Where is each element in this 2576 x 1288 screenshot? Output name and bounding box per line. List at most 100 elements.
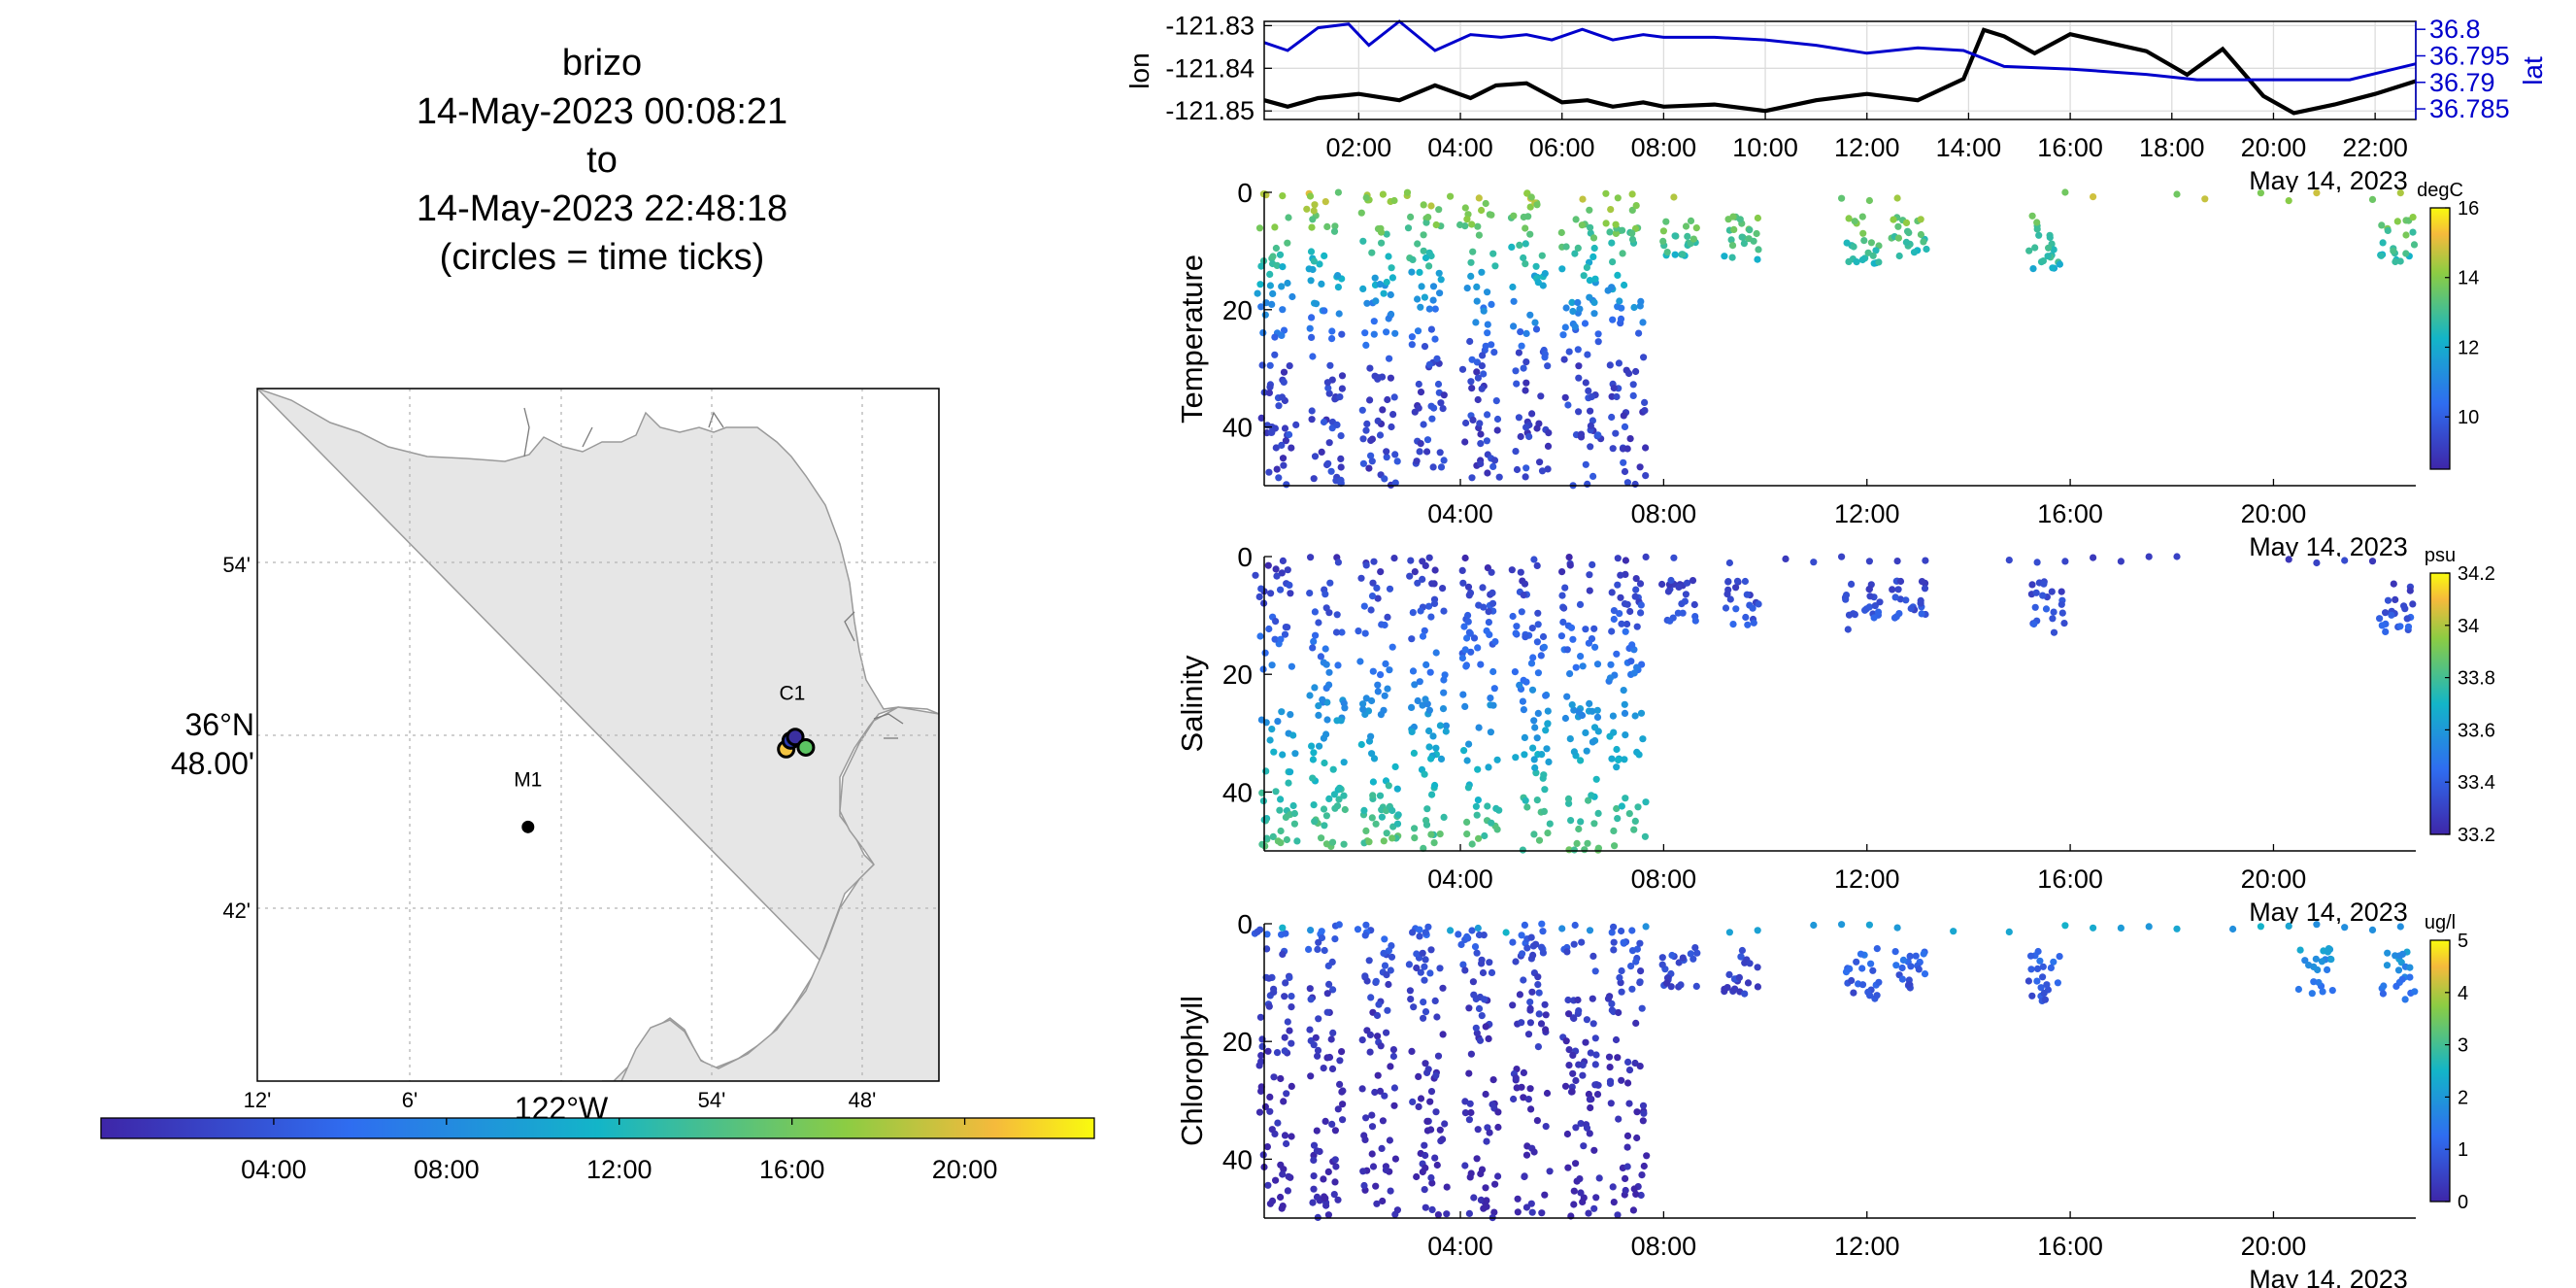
data-point <box>1749 604 1756 612</box>
data-point <box>1374 688 1382 695</box>
data-point <box>1487 729 1494 736</box>
data-point <box>1624 1058 1632 1066</box>
data-point <box>1356 658 1364 665</box>
data-point <box>1844 626 1852 633</box>
data-point <box>1478 960 1486 967</box>
data-point <box>1464 611 1472 620</box>
data-point <box>1577 1189 1585 1197</box>
data-point <box>1478 268 1486 276</box>
data-point <box>1641 832 1649 840</box>
data-point <box>2117 558 2124 565</box>
data-point <box>1590 310 1598 318</box>
data-point <box>1333 611 1341 619</box>
data-point <box>2050 628 2058 636</box>
data-point <box>1309 1199 1317 1206</box>
data-point <box>1428 415 1436 423</box>
data-point <box>1567 817 1575 825</box>
data-point <box>1609 1183 1617 1191</box>
data-point <box>1273 465 1281 473</box>
data-point <box>2046 233 2054 242</box>
data-point <box>2028 212 2036 220</box>
data-point <box>1744 979 1753 987</box>
data-point <box>1420 1014 1427 1022</box>
data-point <box>1475 724 1483 731</box>
data-point <box>1640 354 1648 361</box>
data-point <box>1640 1109 1648 1117</box>
time-tick-label: 16:00 <box>2037 133 2103 162</box>
data-point <box>1858 255 1866 264</box>
data-point <box>1615 1008 1623 1017</box>
data-point <box>1482 199 1489 208</box>
data-point <box>1675 583 1683 592</box>
data-point <box>1331 1178 1339 1186</box>
data-point <box>1330 1191 1338 1199</box>
data-point <box>1484 321 1491 328</box>
data-point <box>1280 368 1288 376</box>
data-point <box>1562 304 1570 312</box>
data-point <box>1529 951 1537 960</box>
data-point <box>1682 222 1690 230</box>
data-point <box>1265 1002 1273 1010</box>
data-point <box>2285 556 2292 563</box>
data-point <box>2039 973 2047 981</box>
data-point <box>1618 802 1625 810</box>
data-point <box>1431 305 1439 313</box>
data-point <box>1393 1206 1401 1214</box>
data-point <box>1623 1163 1631 1170</box>
time-tick-label: 16:00 <box>2037 864 2103 894</box>
data-point <box>1321 645 1329 653</box>
data-point <box>1606 361 1614 369</box>
data-point <box>1559 618 1567 627</box>
data-point <box>1334 284 1342 291</box>
data-point <box>1631 1059 1639 1068</box>
data-point <box>1570 748 1578 756</box>
data-point <box>1891 593 1899 601</box>
salinity-points <box>1252 553 2417 854</box>
data-point <box>1482 1023 1489 1031</box>
data-point <box>1285 779 1292 787</box>
data-point <box>1476 1036 1485 1044</box>
data-point <box>1625 1067 1634 1074</box>
data-point <box>1523 944 1531 952</box>
colorbar-tick-label: 12 <box>2458 337 2479 358</box>
data-point <box>1384 685 1391 693</box>
data-point <box>1658 954 1666 962</box>
data-point <box>1341 805 1349 814</box>
data-point <box>1521 580 1529 588</box>
data-point <box>1542 1011 1550 1019</box>
data-point <box>1845 257 1853 265</box>
data-point <box>1367 994 1375 1001</box>
data-point <box>1255 224 1264 232</box>
data-point <box>1416 448 1423 456</box>
time-tick-label: 14:00 <box>1936 133 2002 162</box>
data-point <box>2040 580 2048 588</box>
data-point <box>2379 239 2387 247</box>
data-point <box>1320 1175 1327 1183</box>
data-point <box>1573 839 1581 848</box>
data-point <box>1628 927 1636 934</box>
data-point <box>1516 241 1523 249</box>
time-tick-label: 20:00 <box>2241 133 2307 162</box>
data-point <box>1413 458 1421 465</box>
data-point <box>1614 815 1622 823</box>
data-point <box>1320 805 1328 813</box>
data-point <box>1558 265 1566 273</box>
data-point <box>1848 580 1856 589</box>
data-point <box>1845 611 1854 619</box>
data-point <box>1331 1127 1339 1135</box>
data-point <box>1608 239 1616 247</box>
data-point <box>1490 1208 1498 1216</box>
data-point <box>2301 957 2309 965</box>
data-point <box>1331 222 1339 230</box>
data-point <box>1463 818 1471 827</box>
data-point <box>2033 977 2041 985</box>
data-point <box>1388 834 1396 842</box>
data-point <box>1369 579 1377 587</box>
data-point <box>1590 298 1598 306</box>
data-point <box>1331 1156 1339 1164</box>
data-point <box>1383 448 1390 456</box>
map-lon-tick: 54' <box>698 1088 726 1112</box>
data-point <box>1287 711 1294 719</box>
data-point <box>1461 1162 1469 1169</box>
data-point <box>1459 691 1467 698</box>
